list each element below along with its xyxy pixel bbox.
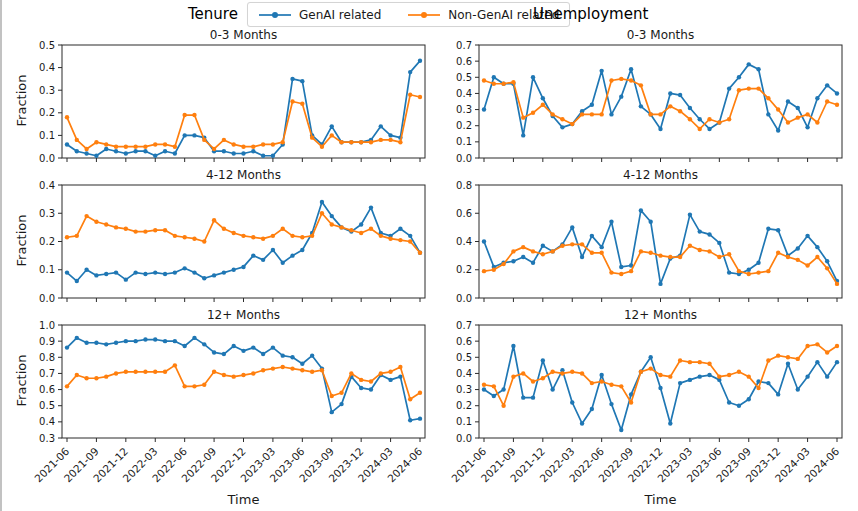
legend-item-genai: GenAI related	[258, 8, 381, 22]
x-axis-label-unemployment: Time	[479, 492, 842, 507]
svg-text:0.5: 0.5	[456, 352, 472, 363]
svg-text:0.3: 0.3	[39, 433, 55, 444]
svg-text:0.2: 0.2	[456, 120, 472, 131]
svg-text:0.6: 0.6	[39, 384, 55, 395]
svg-text:0.5: 0.5	[39, 400, 55, 411]
x-axis-label-tenure: Time	[62, 492, 425, 507]
plot-unemployment-12plus: 0.00.10.20.30.40.50.60.72021-062021-0920…	[434, 317, 858, 507]
svg-text:0.5: 0.5	[39, 40, 55, 51]
svg-text:0.7: 0.7	[39, 368, 55, 379]
svg-text:0.3: 0.3	[456, 104, 472, 115]
svg-text:0.0: 0.0	[456, 153, 472, 164]
svg-text:0.1: 0.1	[456, 416, 472, 427]
plot-unemployment-0-3: 0.0 0.1 0.2 0.3 0.4 0.5 0.6 0.7	[434, 37, 858, 166]
window-edge	[0, 0, 2, 511]
svg-text:0.4: 0.4	[39, 62, 55, 73]
svg-text:0.4: 0.4	[456, 368, 472, 379]
svg-text:0.9: 0.9	[39, 336, 55, 347]
plot-tenure-12plus: 0.30.40.50.60.70.80.91.02021-062021-0920…	[17, 317, 441, 507]
plot-tenure-4-12: 0.0 0.1 0.2 0.3 0.4	[17, 177, 441, 306]
svg-text:0.2: 0.2	[456, 400, 472, 411]
svg-text:0.8: 0.8	[456, 180, 472, 191]
svg-text:0.1: 0.1	[39, 130, 55, 141]
svg-text:0.4: 0.4	[456, 236, 472, 247]
svg-text:0.3: 0.3	[456, 384, 472, 395]
svg-text:1.0: 1.0	[39, 320, 55, 331]
svg-text:0.8: 0.8	[39, 352, 55, 363]
svg-text:0.3: 0.3	[39, 85, 55, 96]
svg-text:0.4: 0.4	[39, 416, 55, 427]
svg-text:0.0: 0.0	[39, 293, 55, 304]
svg-text:0.2: 0.2	[39, 236, 55, 247]
legend-label-genai: GenAI related	[299, 8, 381, 22]
svg-text:0.1: 0.1	[456, 136, 472, 147]
svg-text:0.2: 0.2	[39, 107, 55, 118]
svg-text:0.7: 0.7	[456, 40, 472, 51]
genai-line-marker-icon	[258, 10, 292, 20]
svg-text:0.4: 0.4	[456, 88, 472, 99]
svg-text:0.2: 0.2	[456, 264, 472, 275]
svg-text:0.4: 0.4	[39, 180, 55, 191]
svg-text:0.0: 0.0	[456, 433, 472, 444]
svg-text:0.0: 0.0	[39, 153, 55, 164]
plot-tenure-0-3: 0.0 0.1 0.2 0.3 0.4 0.5	[17, 37, 441, 166]
legend: GenAI related Non-GenAI related	[247, 2, 570, 27]
svg-text:0.6: 0.6	[456, 208, 472, 219]
svg-text:0.5: 0.5	[456, 72, 472, 83]
svg-text:0.7: 0.7	[456, 320, 472, 331]
svg-text:0.3: 0.3	[39, 208, 55, 219]
figure: Tenure GenAI related Non-GenAI related U…	[0, 0, 858, 511]
column-header-tenure: Tenure	[188, 5, 238, 23]
plot-unemployment-4-12: 0.0 0.2 0.4 0.6 0.8	[434, 177, 858, 306]
svg-text:0.6: 0.6	[456, 56, 472, 67]
svg-text:0.6: 0.6	[456, 336, 472, 347]
svg-text:0.0: 0.0	[456, 293, 472, 304]
svg-text:0.1: 0.1	[39, 264, 55, 275]
non-genai-line-marker-icon	[407, 10, 441, 20]
column-header-unemployment: Unemployment	[533, 5, 648, 23]
